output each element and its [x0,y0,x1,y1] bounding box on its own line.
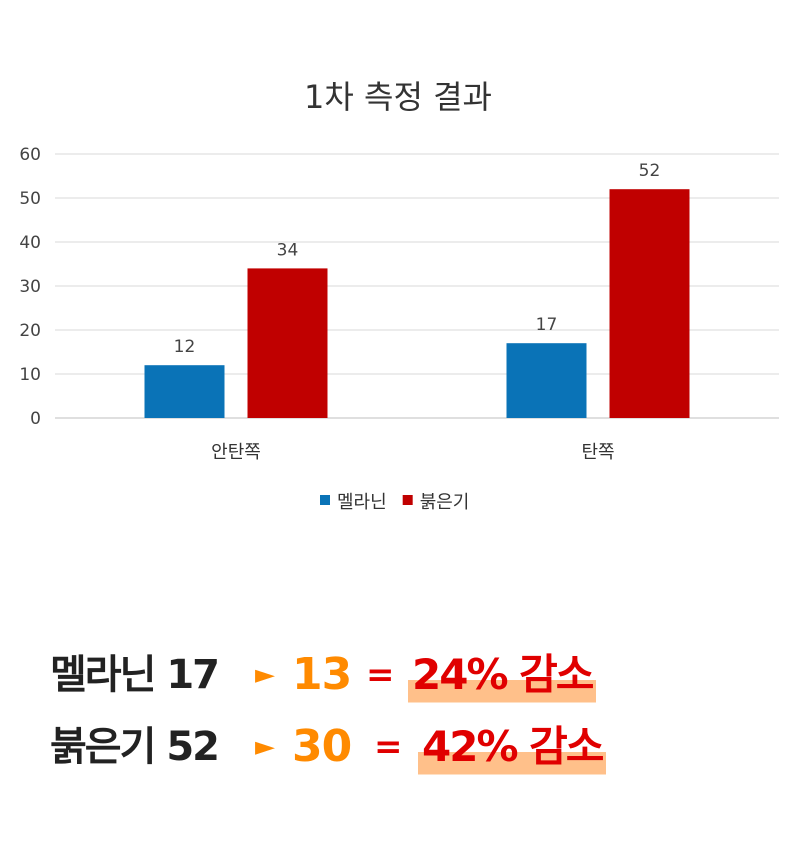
y-tick-label: 50 [19,189,41,209]
x-tick-label: 탄쪽 [581,442,614,463]
y-tick-label: 0 [30,409,41,429]
legend-label: 붉은기 [420,492,470,513]
equals-sign: = [366,655,395,695]
legend-swatch [320,495,330,505]
legend-label: 멜라닌 [337,492,387,513]
summary-result: 42% 감소 [418,717,607,777]
y-tick-label: 60 [19,145,41,165]
data-label: 17 [536,315,558,335]
summary-after-value: 30 [292,721,352,772]
y-tick-label: 10 [19,365,41,385]
arrow-icon: ► [255,732,275,762]
bar-chart: 1차 측정 결과 0 10 20 30 40 50 60 12 34 17 52 안탄쪽 탄쪽 멜라… [19,78,779,513]
y-tick-label: 30 [19,277,41,297]
y-axis-ticks: 0 10 20 30 40 50 60 [19,145,41,429]
bar [247,268,328,418]
y-tick-label: 40 [19,233,41,253]
arrow-icon: ► [255,660,275,690]
chart-title: 1차 측정 결과 [304,78,492,116]
summary-after-value: 13 [292,649,352,700]
equals-sign: = [374,727,403,767]
legend-swatch [402,495,413,505]
bar [609,189,690,418]
summary-label: 붉은기 52 [50,724,220,770]
summary-result: 24% 감소 [408,645,597,705]
legend: 멜라닌 붉은기 [320,492,469,513]
x-tick-label: 안탄쪽 [211,442,261,463]
y-tick-label: 20 [19,321,41,341]
bar [144,365,225,418]
data-label: 34 [277,240,299,260]
summary-label: 멜라닌 17 [50,652,220,698]
bars: 12 34 17 52 [144,161,690,418]
x-axis-labels: 안탄쪽 탄쪽 [211,442,614,463]
data-label: 52 [639,161,661,181]
data-label: 12 [174,337,196,357]
bar [506,343,587,418]
